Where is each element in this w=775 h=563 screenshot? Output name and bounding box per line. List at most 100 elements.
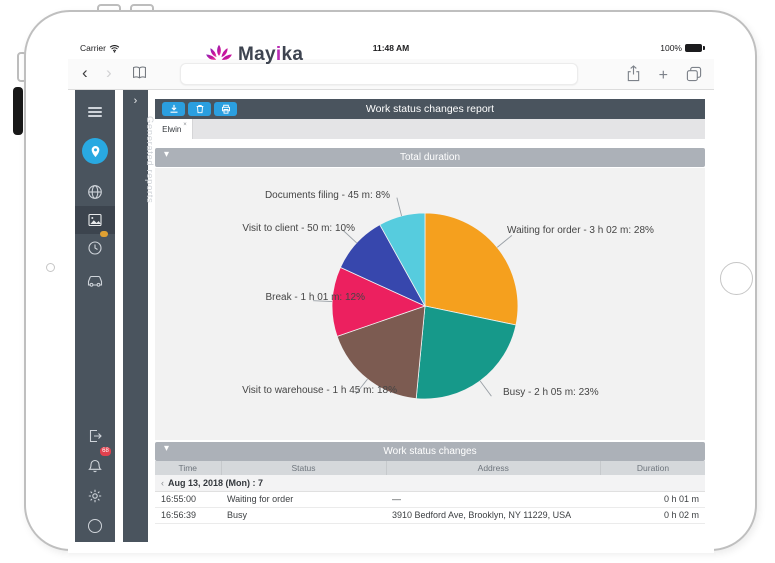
pie-leader-line	[342, 229, 358, 244]
gear-icon	[88, 489, 102, 503]
bookmarks-icon[interactable]	[132, 66, 147, 84]
table-group-row[interactable]: ‹ Aug 13, 2018 (Mon) : 7	[155, 475, 705, 492]
battery-percent: 100%	[660, 43, 682, 53]
pie-slice-busy[interactable]	[415, 305, 517, 400]
app-logo: Mayika	[204, 42, 303, 67]
col-address: Address	[386, 461, 601, 475]
delete-button[interactable]	[188, 102, 211, 116]
section-title: Work status changes	[383, 446, 477, 457]
cell-status: Waiting for order	[221, 491, 386, 508]
cell-address: —	[386, 491, 601, 508]
tab-label: Elwin	[162, 124, 182, 134]
hamburger-icon	[88, 107, 102, 117]
chevron-down-icon[interactable]: ▾	[164, 443, 170, 454]
tab-row: Elwin ×	[155, 119, 705, 139]
print-icon	[221, 104, 230, 114]
sidebar-item-notifications[interactable]: 68	[75, 447, 115, 480]
pie-leader-line	[496, 235, 513, 248]
tabs-icon[interactable]	[686, 66, 702, 87]
pie-leader-line	[355, 378, 368, 395]
sidebar-item-map[interactable]	[75, 178, 115, 206]
cell-time: 16:56:39	[155, 507, 221, 524]
panel-title: Generated reports	[144, 116, 155, 204]
table-row[interactable]: 16:55:00 Waiting for order — 0 h 01 m	[155, 491, 705, 508]
report-image-icon	[88, 213, 102, 227]
share-icon[interactable]	[626, 65, 641, 87]
browser-toolbar: ‹ › +	[68, 59, 714, 90]
trash-icon	[196, 105, 203, 114]
sidebar-item-reports[interactable]	[75, 206, 115, 234]
forward-button[interactable]: ›	[106, 63, 112, 82]
print-button[interactable]	[214, 102, 237, 116]
cell-time: 16:55:00	[155, 491, 221, 508]
col-duration: Duration	[600, 461, 705, 475]
expand-chevron-icon[interactable]: ›	[133, 95, 138, 107]
cell-duration: 0 h 01 m	[600, 491, 705, 508]
pie-leader-line	[396, 197, 403, 217]
app-area: 68 › Generated reports	[68, 90, 714, 553]
tab-elwin[interactable]: Elwin ×	[155, 119, 193, 139]
work-status-table: Time Status Address Duration ‹ Aug 13, 20…	[155, 461, 705, 524]
sidebar-item-logout[interactable]	[75, 422, 115, 450]
section-title: Total duration	[399, 152, 461, 163]
main-sidebar: 68	[75, 90, 115, 542]
new-tab-icon[interactable]: +	[658, 67, 668, 84]
pie-svg	[313, 197, 519, 400]
carrier-label: Carrier	[80, 43, 106, 53]
lotus-icon	[204, 43, 234, 61]
notification-dot	[100, 231, 108, 237]
globe-icon	[88, 185, 102, 199]
section-work-status-changes[interactable]: ▾ Work status changes	[155, 442, 705, 461]
table-row[interactable]: 16:56:39 Busy 3910 Bedford Ave, Brooklyn…	[155, 507, 705, 524]
clock-time: 11:48 AM	[372, 43, 410, 53]
cell-address: 3910 Bedford Ave, Brooklyn, NY 11229, US…	[386, 507, 601, 524]
group-label: Aug 13, 2018 (Mon) : 7	[168, 477, 264, 488]
col-time: Time	[155, 461, 222, 475]
pie-chart: Documents filing - 45 m: 8% Visit to cli…	[155, 168, 705, 440]
col-status: Status	[221, 461, 387, 475]
sidebar-item-settings[interactable]	[75, 482, 115, 510]
section-total-duration[interactable]: ▾ Total duration	[155, 148, 705, 167]
cell-duration: 0 h 02 m	[600, 507, 705, 524]
pie-label-documents-filing: Documents filing - 45 m: 8%	[264, 190, 390, 201]
group-collapse-icon[interactable]: ‹	[161, 477, 164, 488]
brand-name: Mayika	[238, 43, 304, 65]
pie-slice-waiting-for-order[interactable]	[424, 212, 519, 326]
pie-leader-line	[479, 380, 492, 397]
battery-icon	[685, 44, 705, 52]
status-bar: Carrier 11:48 AM 100%	[68, 37, 714, 59]
back-button[interactable]: ‹	[82, 63, 88, 82]
menu-button[interactable]	[75, 98, 115, 126]
side-switch-button	[13, 87, 23, 135]
help-icon	[88, 519, 102, 533]
pie-label-visit-to-client: Visit to client - 50 m: 10%	[242, 223, 355, 234]
tablet-frame: Carrier 11:48 AM 100%	[24, 10, 757, 553]
car-icon	[87, 275, 103, 287]
address-bar[interactable]	[180, 63, 578, 85]
chevron-down-icon[interactable]: ▾	[164, 149, 170, 160]
sidebar-item-vehicles[interactable]	[75, 266, 115, 294]
pie-leader-line	[313, 300, 333, 303]
download-button[interactable]	[162, 102, 185, 116]
avatar[interactable]	[82, 138, 108, 164]
table-header-row: Time Status Address Duration	[155, 461, 705, 475]
pie-slice-break[interactable]	[331, 266, 427, 337]
bell-badge: 68	[100, 447, 111, 456]
report-actions	[162, 102, 237, 116]
clock-icon	[88, 241, 102, 255]
pin-icon	[91, 145, 99, 157]
sidebar-item-history[interactable]	[75, 231, 115, 262]
home-button	[720, 262, 753, 295]
bell-icon	[88, 459, 102, 473]
cell-status: Busy	[221, 507, 386, 524]
download-icon	[170, 104, 177, 113]
front-camera	[46, 263, 55, 272]
tab-close-icon[interactable]: ×	[183, 122, 187, 128]
pie-label-visit-to-warehouse: Visit to warehouse - 1 h 45 m: 18%	[242, 385, 397, 396]
pie-label-break: Break - 1 h 01 m: 12%	[265, 292, 366, 303]
screen: Carrier 11:48 AM 100%	[68, 29, 714, 553]
pie-label-busy: Busy - 2 h 05 m: 23%	[503, 387, 599, 398]
generated-reports-panel[interactable]: › Generated reports	[123, 90, 155, 542]
sidebar-item-help[interactable]	[75, 512, 115, 540]
